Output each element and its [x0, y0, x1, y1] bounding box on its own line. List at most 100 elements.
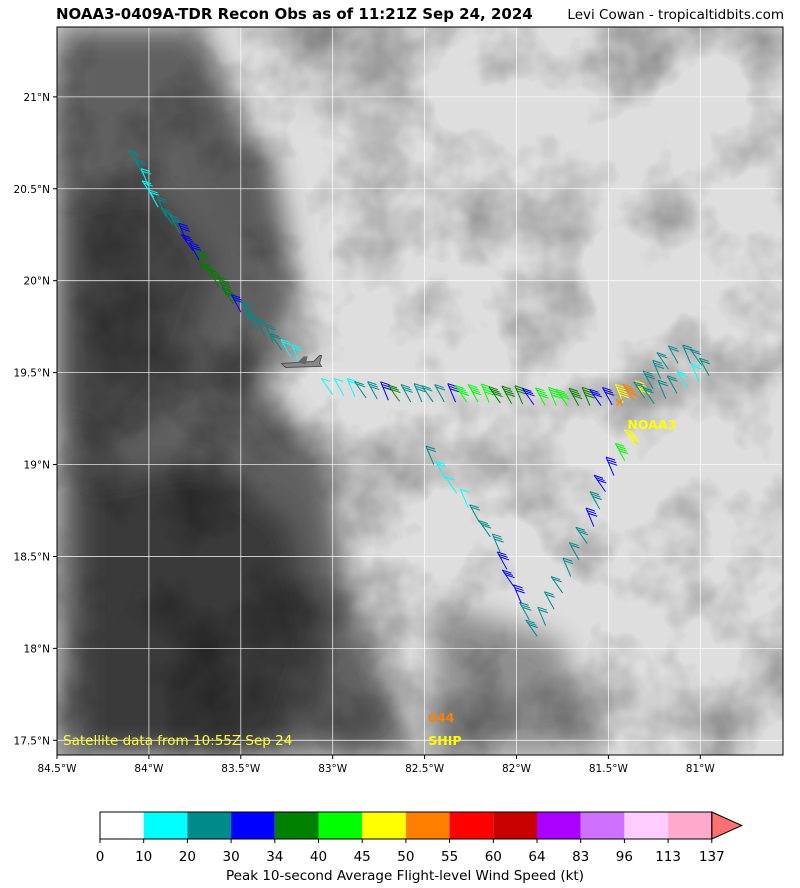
wind-barb: [367, 381, 380, 400]
wind-barb: [555, 388, 570, 406]
wind-barb: [421, 385, 434, 403]
wind-barb: [496, 551, 510, 570]
wind-barb: [333, 377, 345, 397]
wind-barb: [387, 384, 401, 402]
map-frame: [56, 26, 784, 756]
wind-barb: [652, 359, 665, 379]
wind-barb: [444, 476, 458, 494]
wind-barb: [657, 379, 669, 399]
flight-leg-south-sweep: [425, 429, 641, 637]
flight-leg-inbound-nw: [127, 149, 303, 364]
longitude-tick-labels: 84.5°W 84°W 83.5°W 83°W 82.5°W 82°W 81.5°W 81°W: [37, 755, 715, 775]
wind-barb: [400, 384, 413, 403]
wind-barb: [698, 357, 710, 377]
wind-barb: [562, 557, 574, 577]
lat-tick-label: 19.5°N: [14, 368, 50, 380]
wind-barb: [269, 333, 283, 351]
colorbar-tick-label: 113: [655, 849, 681, 865]
colorbar-tick-label: 64: [528, 849, 545, 865]
wind-barb: [148, 189, 160, 208]
wind-barb: [568, 387, 583, 406]
colorbar-bin: [318, 812, 363, 839]
wind-barb: [127, 149, 141, 168]
lon-tick-label: 82.5°W: [405, 763, 445, 775]
wind-barb: [469, 504, 481, 523]
wind-barb: [589, 491, 602, 510]
wind-barb: [160, 207, 174, 225]
wind-barb: [291, 344, 303, 364]
wind-barb: [459, 488, 470, 508]
lon-tick-label: 83°W: [318, 763, 348, 775]
wind-barb: [240, 301, 253, 321]
wind-barb: [593, 474, 607, 492]
colorbar-bin: [537, 812, 581, 839]
colorbar-bin: [100, 812, 144, 839]
wind-barb: [254, 317, 266, 336]
wind-barb: [534, 387, 549, 406]
wind-barb: [568, 542, 580, 561]
wind-barb: [550, 576, 563, 594]
wind-barb: [454, 385, 470, 403]
wind-barb: [501, 385, 516, 404]
colorbar-tick-label: 50: [397, 849, 414, 865]
center-fix-label: NOAA3: [627, 417, 676, 432]
colorbar-tick-label: 0: [96, 849, 105, 865]
ship-obs-value: 044: [428, 710, 454, 725]
lat-tick-label: 17.5°N: [14, 735, 50, 747]
wind-barb: [189, 242, 202, 261]
wind-barb: [197, 250, 209, 270]
lon-tick-label: 84.5°W: [37, 763, 77, 775]
wind-barb: [585, 507, 598, 527]
colorbar-tick-label: 10: [135, 849, 152, 865]
wind-barb: [522, 387, 535, 406]
wind-barb: [280, 338, 292, 358]
wind-barb: [656, 352, 669, 370]
wind-barb: [589, 388, 602, 406]
colorbar-tick-label: 40: [310, 849, 327, 865]
wind-barb: [467, 384, 482, 403]
wind-barb: [488, 386, 503, 404]
svg-text:✕: ✕: [614, 395, 624, 410]
wind-barb: [178, 222, 191, 242]
wind-barb: [525, 619, 539, 637]
wind-barb: [689, 348, 703, 366]
lon-tick-label: 81°W: [686, 763, 716, 775]
wind-barb: [435, 460, 447, 480]
satellite-imagery: [57, 27, 783, 755]
colorbar-bin: [580, 812, 625, 839]
latitude-tick-labels: 17.5°N 18°N 18.5°N 19°N 19.5°N 20°N 20.5°N 21°N: [14, 92, 57, 747]
wind-barb: [217, 276, 231, 296]
lon-tick-label: 84°W: [134, 763, 164, 775]
wind-barb: [537, 606, 549, 626]
wind-barb: [614, 442, 629, 462]
ship-obs-label: SHIP: [428, 733, 461, 748]
wind-barb: [614, 383, 629, 403]
colorbar-tick-label: 137: [699, 849, 725, 865]
lon-tick-label: 83.5°W: [221, 763, 261, 775]
wind-barb: [320, 377, 334, 395]
center-fix-marker: ✕ NOAA3: [614, 395, 676, 432]
wind-barb: [519, 601, 532, 621]
wind-barb: [624, 429, 641, 447]
wind-barb: [134, 158, 146, 178]
wind-barb: [642, 387, 655, 405]
wind-barb: [633, 381, 646, 399]
credit-text: Levi Cowan - tropicaltidbits.com: [567, 7, 784, 23]
lat-tick-label: 20.5°N: [14, 184, 50, 196]
colorbar-bin: [449, 812, 494, 839]
wind-barb: [622, 383, 639, 401]
wind-barb: [480, 383, 494, 403]
colorbar-bin: [187, 812, 232, 839]
lat-tick-label: 18.5°N: [14, 551, 50, 563]
wind-barb: [169, 215, 182, 234]
wind-barb: [514, 385, 527, 405]
lon-tick-label: 82°W: [502, 763, 532, 775]
wind-barb: [575, 526, 589, 544]
colorbar-tick-label: 45: [354, 849, 371, 865]
wind-barb: [447, 383, 460, 403]
colorbar-tick-label: 96: [616, 849, 633, 865]
lat-tick-label: 19°N: [24, 460, 50, 472]
surface-observations: 044 SHIP: [428, 710, 461, 748]
colorbar-bin: [231, 812, 275, 839]
